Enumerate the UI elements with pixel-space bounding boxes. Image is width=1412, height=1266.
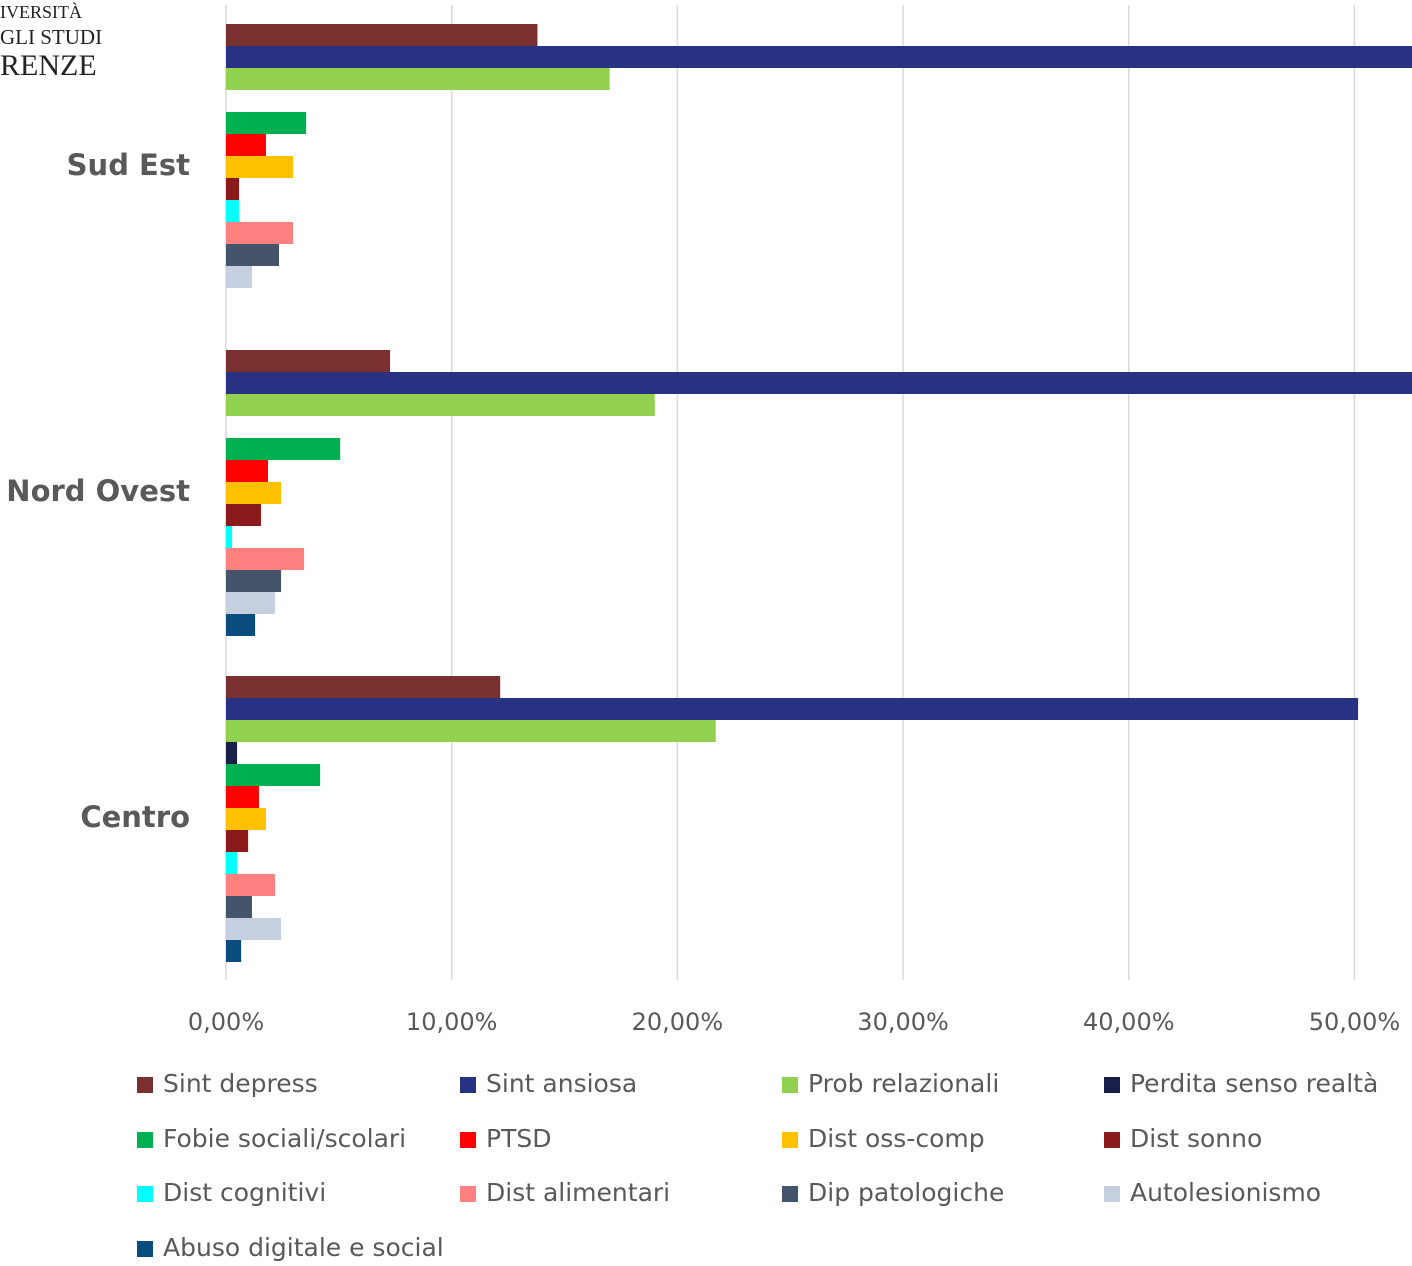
bar	[226, 896, 252, 918]
legend-swatch	[137, 1132, 153, 1148]
legend-label: Fobie sociali/scolari	[163, 1124, 406, 1153]
bar	[226, 614, 256, 636]
legend-swatch	[460, 1077, 476, 1093]
bar	[226, 852, 238, 874]
category-label: Sud Est	[67, 148, 190, 182]
bar	[226, 438, 341, 460]
bar	[226, 460, 268, 482]
legend-swatch	[1104, 1132, 1120, 1148]
bar	[226, 940, 242, 962]
bar	[226, 24, 538, 46]
legend-label: Autolesionismo	[1130, 1178, 1321, 1207]
bar	[226, 134, 266, 156]
legend-swatch	[1104, 1077, 1120, 1093]
bar	[226, 266, 252, 288]
x-tick-label: 0,00%	[188, 1008, 264, 1036]
bar	[226, 592, 275, 614]
legend-swatch	[137, 1241, 153, 1257]
bar	[226, 394, 655, 416]
bar	[226, 68, 610, 90]
bar	[226, 156, 294, 178]
bar	[226, 764, 321, 786]
legend-label: Dist cognitivi	[163, 1178, 326, 1207]
legend-label: Dist oss-comp	[808, 1124, 985, 1153]
bar	[226, 350, 391, 372]
logo-line: RENZE	[0, 49, 97, 82]
legend-swatch	[460, 1186, 476, 1202]
bar	[226, 918, 282, 940]
bar	[226, 786, 259, 808]
bar	[226, 200, 240, 222]
legend-swatch	[782, 1132, 798, 1148]
legend-label: Sint ansiosa	[486, 1069, 637, 1098]
x-tick-label: 10,00%	[406, 1008, 498, 1036]
legend-label: PTSD	[486, 1124, 551, 1153]
legend-swatch	[137, 1077, 153, 1093]
legend-swatch	[137, 1186, 153, 1202]
bar	[226, 46, 1412, 68]
legend-swatch	[460, 1132, 476, 1148]
logo-line: GLI STUDI	[0, 25, 102, 49]
bar	[226, 830, 249, 852]
legend-swatch	[782, 1077, 798, 1093]
grid	[225, 5, 1356, 980]
legend-label: Dist sonno	[1130, 1124, 1262, 1153]
bar	[226, 178, 240, 200]
bar	[226, 372, 1412, 394]
bars	[226, 24, 1412, 962]
legend-swatch	[782, 1186, 798, 1202]
legend-label: Dist alimentari	[486, 1178, 670, 1207]
legend-label: Prob relazionali	[808, 1069, 999, 1098]
bar	[226, 808, 266, 830]
x-tick-label: 50,00%	[1309, 1008, 1401, 1036]
bar	[226, 244, 280, 266]
bar	[226, 548, 305, 570]
legend-label: Abuso digitale e social	[163, 1233, 444, 1262]
bar	[226, 504, 261, 526]
bar	[226, 742, 238, 764]
legend-label: Perdita senso realtà	[1130, 1069, 1378, 1098]
x-tick-label: 20,00%	[632, 1008, 724, 1036]
bar	[226, 526, 233, 548]
x-tick-label: 40,00%	[1083, 1008, 1175, 1036]
bar	[226, 482, 282, 504]
bar	[226, 112, 307, 134]
bar	[226, 874, 275, 896]
bar	[226, 720, 716, 742]
legend-swatch	[1104, 1186, 1120, 1202]
logo-line: IVERSITÀ	[0, 1, 82, 22]
category-label: Nord Ovest	[6, 474, 190, 508]
category-label: Centro	[80, 800, 190, 834]
bar	[226, 222, 294, 244]
x-tick-label: 30,00%	[857, 1008, 949, 1036]
legend-label: Dip patologiche	[808, 1178, 1004, 1207]
bar	[226, 698, 1359, 720]
bar	[226, 570, 282, 592]
bar	[226, 676, 501, 698]
legend-label: Sint depress	[163, 1069, 318, 1098]
